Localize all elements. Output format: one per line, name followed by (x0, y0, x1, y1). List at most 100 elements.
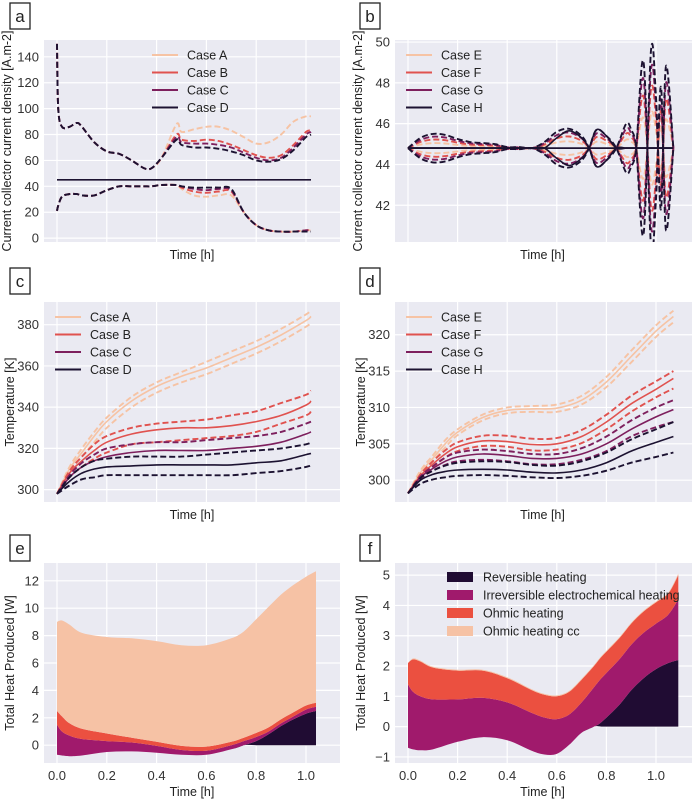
plot-background (44, 302, 340, 502)
y-tick-label: −1 (375, 749, 390, 764)
legend-label: Case G (441, 346, 483, 360)
legend-swatch (447, 572, 473, 582)
panel-label-box (9, 2, 31, 30)
legend: Reversible heating Irreversible electroch… (447, 571, 680, 639)
legend-label: Case C (90, 346, 132, 360)
area-ohmic-heating (408, 575, 679, 720)
x-axis-label: Time [h] (170, 785, 215, 799)
series-line-case-f (407, 377, 674, 494)
area-irreversible-electrochemical-heating (408, 599, 679, 755)
y-tick-label: 315 (368, 364, 390, 379)
legend-swatch (447, 608, 473, 618)
y-tick-label: 2 (383, 659, 390, 674)
y-tick-label: 4 (32, 683, 39, 698)
series-line-case-g (407, 408, 674, 494)
x-axis-label: Time [h] (170, 248, 215, 262)
y-tick-label: 48 (376, 75, 390, 90)
x-tick-label: 0.2 (449, 768, 467, 783)
y-tick-label: 100 (17, 101, 39, 116)
plot-area (407, 42, 675, 242)
y-tick-label: 4 (383, 598, 390, 613)
y-tick-label: 2 (32, 710, 39, 725)
panel-label: a (15, 7, 25, 26)
y-tick-label: 0 (32, 231, 39, 246)
x-tick-label: 0.4 (148, 768, 166, 783)
legend: Case E Case F Case G Case H (406, 49, 483, 115)
panel-label-box (359, 534, 381, 562)
legend-label: Ohmic heating cc (483, 625, 580, 639)
y-tick-label: 6 (32, 656, 39, 671)
y-axis-label: Total Heat Produced [W] (3, 595, 17, 730)
y-tick-label: 300 (17, 482, 39, 497)
legend-label: Case D (90, 363, 132, 377)
y-tick-label: 305 (368, 436, 390, 451)
legend-swatch (447, 590, 473, 600)
legend-label: Case E (441, 49, 482, 63)
legend: Case A Case B Case C Case D (152, 49, 229, 115)
legend-label: Reversible heating (483, 571, 587, 585)
plot-area (56, 309, 312, 495)
series-line-case-g-upper (407, 399, 674, 494)
y-tick-label: 0 (383, 719, 390, 734)
y-tick-label: 320 (17, 441, 39, 456)
x-tick-label: 1.0 (297, 768, 315, 783)
plot-area (56, 43, 312, 233)
series-line-case-d-upper (56, 43, 312, 171)
y-tick-label: 1 (383, 689, 390, 704)
plot-area (408, 573, 679, 755)
panel-label-box (359, 2, 381, 30)
y-tick-label: 340 (17, 400, 39, 415)
plot-area (57, 571, 316, 757)
series-line-case-d-upper (56, 441, 312, 495)
series-line-case-a-upper (56, 309, 312, 495)
area-ohmic-heating (57, 702, 316, 752)
legend-label: Case B (187, 66, 228, 80)
panel-label: e (15, 539, 24, 558)
y-tick-label: 320 (368, 327, 390, 342)
legend-label: Case C (187, 84, 229, 98)
series-line-case-e (407, 315, 674, 494)
y-tick-label: 300 (368, 473, 390, 488)
y-tick-label: 5 (383, 568, 390, 583)
panel-a: 0 20 40 60 80 100 120 140 Time [h] Current collec… (0, 2, 340, 262)
y-tick-label: 60 (25, 153, 39, 168)
y-tick-label: 120 (17, 75, 39, 90)
y-axis-label: Current collector current density [A.m-2… (351, 31, 365, 252)
panel-f: −1 0 1 2 3 4 5 0.0 0.2 0.4 0.6 0.8 1.0 Time [h] Total … (354, 534, 692, 799)
x-tick-label: 0.6 (548, 768, 566, 783)
legend-swatch (447, 626, 473, 636)
y-tick-label: 42 (376, 198, 390, 213)
series-line-case-f-upper (407, 84, 675, 202)
y-tick-label: 0 (32, 738, 39, 753)
y-tick-label: 46 (376, 116, 390, 131)
series-line-case-e-upper (407, 309, 675, 494)
y-tick-label: 360 (17, 358, 39, 373)
y-tick-label: 80 (25, 127, 39, 142)
panel-label: f (368, 539, 373, 558)
legend-label: Case F (441, 66, 482, 80)
x-axis-label: Time [h] (170, 508, 215, 522)
legend-label: Case H (441, 101, 483, 115)
plot-area (407, 309, 675, 495)
series-line-case-f-lower (407, 94, 675, 212)
series-line-case-h-lower (407, 59, 675, 242)
panel-label: b (365, 7, 374, 26)
x-axis-label: Time [h] (520, 508, 565, 522)
y-tick-label: 20 (25, 205, 39, 220)
x-tick-label: 1.0 (647, 768, 665, 783)
x-tick-label: 0.8 (597, 768, 615, 783)
panel-d: 300 305 310 315 320 Time [h] Temperature [K] d C… (354, 267, 692, 522)
series-line-case-f-upper (407, 370, 674, 494)
panel-label: c (16, 272, 25, 291)
legend-label: Case H (441, 363, 483, 377)
legend-label: Case B (90, 328, 131, 342)
y-tick-label: 12 (25, 573, 39, 588)
area-reversible-heating (57, 710, 316, 757)
x-tick-label: 0.8 (247, 768, 265, 783)
legend-label: Case A (187, 49, 228, 63)
x-axis-label: Time [h] (520, 248, 565, 262)
area-ohmic-heating-cc (57, 571, 316, 747)
legend: Case A Case B Case C Case D (55, 311, 132, 377)
y-tick-label: 3 (383, 628, 390, 643)
